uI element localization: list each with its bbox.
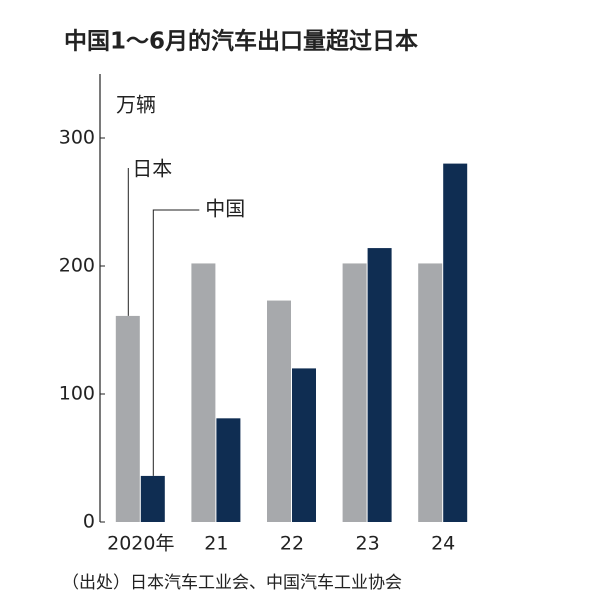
chart-title: 中国1～6月的汽车出口量超过日本 (64, 28, 418, 55)
x-tick-label: 24 (431, 533, 455, 555)
bar (292, 368, 316, 522)
x-tick-label: 23 (356, 533, 380, 555)
bar (342, 263, 367, 522)
x-tick-label: 21 (204, 533, 228, 555)
y-axis-unit: 万辆 (116, 93, 156, 117)
bar (115, 315, 140, 522)
x-tick-label: 2020年 (107, 533, 174, 555)
bar (267, 300, 291, 522)
y-tick-label: 100 (59, 383, 95, 405)
legend-label: 日本 (132, 157, 172, 181)
bar (191, 263, 216, 522)
bar (140, 475, 165, 522)
y-tick-label: 200 (59, 255, 95, 277)
y-tick-label: 300 (59, 127, 95, 149)
x-tick-label: 22 (280, 533, 304, 555)
bar (443, 163, 468, 522)
bar (367, 248, 392, 522)
bar (418, 263, 443, 522)
legend-leader (152, 209, 200, 476)
y-tick-label: 0 (83, 511, 95, 533)
bar (216, 418, 241, 522)
legend-label: 中国 (205, 197, 245, 221)
source-note: （出处）日本汽车工业会、中国汽车工业协会 (62, 573, 402, 593)
